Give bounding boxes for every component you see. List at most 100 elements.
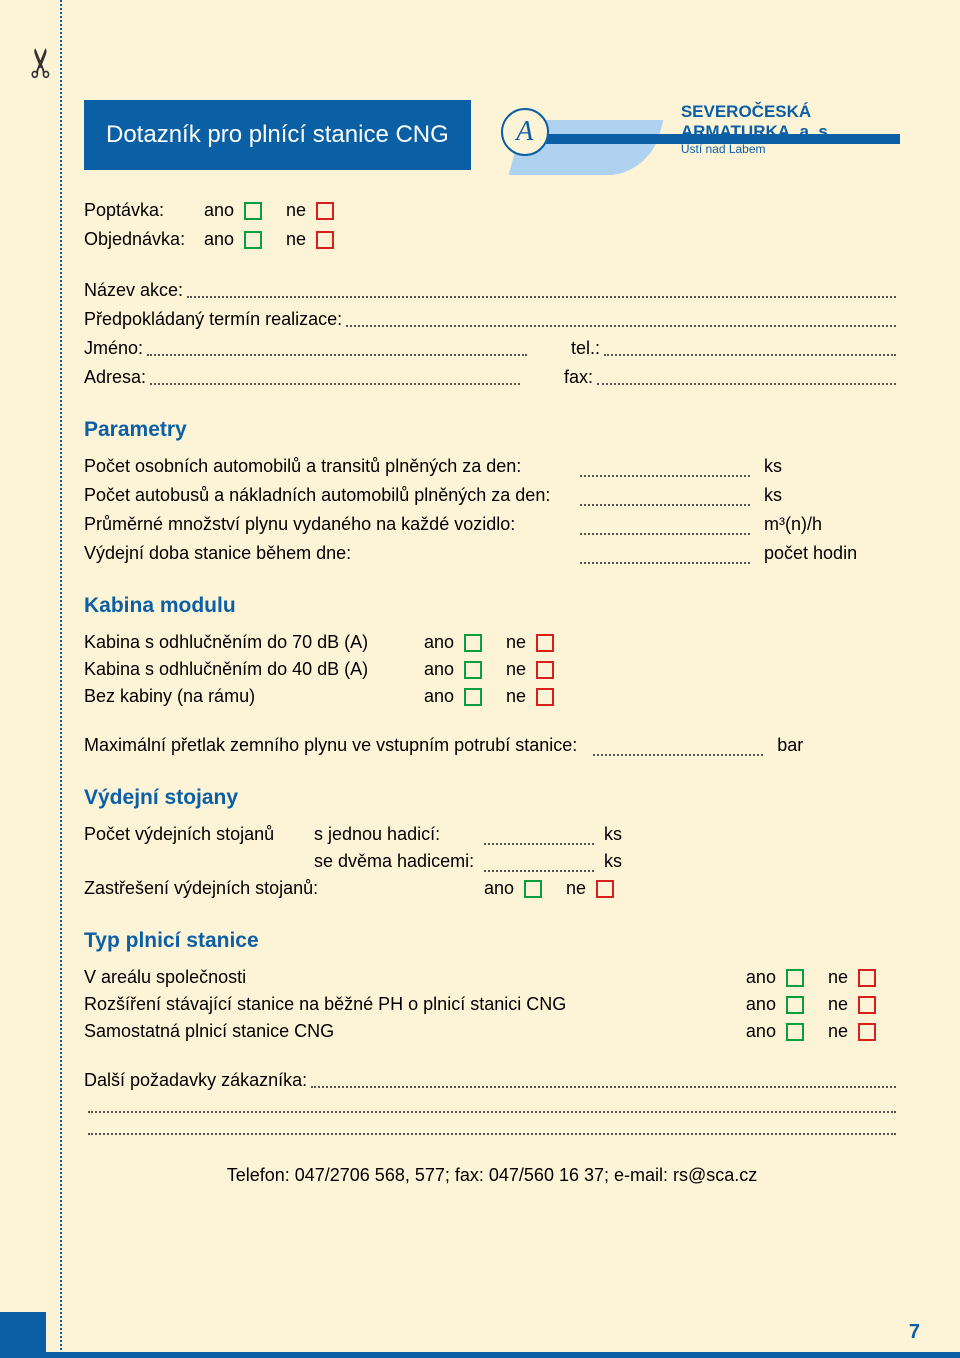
typ-ne-checkbox[interactable]: [858, 1023, 876, 1041]
typ-label: Samostatná plnicí stanice CNG: [84, 1021, 746, 1042]
cut-line: [60, 0, 62, 1358]
parametry-unit: m³(n)/h: [764, 514, 874, 535]
tel-input[interactable]: [604, 342, 896, 356]
termin-row: Předpokládaný termín realizace:: [84, 309, 900, 330]
logo-block: A SEVEROČESKÁ ARMATURKA, a. s. Ústí nad …: [481, 100, 900, 170]
form-page: ✂ Dotazník pro plnící stanice CNG A SEVE…: [0, 0, 960, 1358]
ano-label: ano: [484, 878, 514, 899]
zastreseni-ne-checkbox[interactable]: [596, 880, 614, 898]
adresa-row: Adresa: fax:: [84, 367, 900, 388]
max-pretlak-input[interactable]: [593, 742, 763, 756]
ano-label: ano: [746, 967, 776, 988]
kabina-label: Kabina s odhlučněním do 40 dB (A): [84, 659, 424, 680]
typ-ano-checkbox[interactable]: [786, 969, 804, 987]
zastreseni-ano-checkbox[interactable]: [524, 880, 542, 898]
parametry-row: Průměrné množství plynu vydaného na každ…: [84, 514, 900, 535]
parametry-heading: Parametry: [84, 418, 900, 442]
kabina-ano-checkbox[interactable]: [464, 661, 482, 679]
stojany-dve-row: se dvěma hadicemi: ks: [84, 851, 900, 872]
company-name: SEVEROČESKÁ ARMATURKA, a. s.: [681, 102, 900, 142]
ano-label: ano: [424, 659, 454, 680]
kabina-label: Kabina s odhlučněním do 70 dB (A): [84, 632, 424, 653]
nazev-akce-input[interactable]: [187, 284, 896, 298]
typ-ne-checkbox[interactable]: [858, 996, 876, 1014]
dalsi-input-3[interactable]: [88, 1121, 896, 1135]
poptavka-row: Poptávka: ano ne: [84, 200, 900, 221]
typ-ne-checkbox[interactable]: [858, 969, 876, 987]
tel-label: tel.:: [571, 338, 600, 359]
typ-label: Rozšíření stávající stanice na běžné PH …: [84, 994, 746, 1015]
jmeno-row: Jméno: tel.:: [84, 338, 900, 359]
parametry-unit: ks: [764, 456, 874, 477]
ne-label: ne: [506, 686, 526, 707]
logo-icon: A: [501, 108, 549, 156]
header: Dotazník pro plnící stanice CNG A SEVERO…: [84, 100, 900, 170]
ne-label: ne: [506, 659, 526, 680]
max-pretlak-unit: bar: [777, 735, 803, 756]
parametry-input[interactable]: [580, 492, 750, 506]
ne-label: ne: [566, 878, 586, 899]
adresa-label: Adresa:: [84, 367, 146, 388]
kabina-row: Kabina s odhlučněním do 70 dB (A)ano ne: [84, 632, 900, 653]
parametry-label: Výdejní doba stanice během dne:: [84, 543, 564, 564]
parametry-label: Počet osobních automobilů a transitů pln…: [84, 456, 564, 477]
typ-row: V areálu společnostianone: [84, 967, 900, 988]
ne-label: ne: [828, 994, 848, 1015]
zastreseni-label: Zastřešení výdejních stojanů:: [84, 878, 484, 899]
stojany-jedna-row: Počet výdejních stojanů s jednou hadicí:…: [84, 824, 900, 845]
jmeno-input[interactable]: [147, 342, 527, 356]
kabina-ne-checkbox[interactable]: [536, 634, 554, 652]
fax-input[interactable]: [597, 371, 896, 385]
zastreseni-row: Zastřešení výdejních stojanů: ano ne: [84, 878, 900, 899]
ano-label: ano: [424, 632, 454, 653]
termin-label: Předpokládaný termín realizace:: [84, 309, 342, 330]
parametry-input[interactable]: [580, 521, 750, 535]
adresa-input[interactable]: [150, 371, 520, 385]
termin-input[interactable]: [346, 313, 896, 327]
ano-label: ano: [424, 686, 454, 707]
dalsi-input-2[interactable]: [88, 1099, 896, 1113]
form-title: Dotazník pro plnící stanice CNG: [84, 100, 471, 170]
ano-label: ano: [746, 994, 776, 1015]
parametry-input[interactable]: [580, 463, 750, 477]
typ-ano-checkbox[interactable]: [786, 996, 804, 1014]
dalsi-input-1[interactable]: [311, 1074, 896, 1088]
max-pretlak-row: Maximální přetlak zemního plynu ve vstup…: [84, 735, 900, 756]
company-city: Ústí nad Labem: [681, 142, 900, 156]
parametry-label: Počet autobusů a nákladních automobilů p…: [84, 485, 564, 506]
kabina-ano-checkbox[interactable]: [464, 634, 482, 652]
stojany-dve-unit: ks: [604, 851, 622, 872]
footer-bar: [0, 1352, 960, 1358]
stojany-dve-input[interactable]: [484, 858, 594, 872]
max-pretlak-label: Maximální přetlak zemního plynu ve vstup…: [84, 735, 577, 756]
ne-label: ne: [828, 1021, 848, 1042]
dalsi-label: Další požadavky zákazníka:: [84, 1070, 307, 1091]
ne-label: ne: [286, 200, 306, 221]
poptavka-label: Poptávka:: [84, 200, 204, 221]
stojany-jedna-unit: ks: [604, 824, 622, 845]
stojany-pocet-label: Počet výdejních stojanů: [84, 824, 314, 845]
kabina-ano-checkbox[interactable]: [464, 688, 482, 706]
page-number: 7: [909, 1321, 920, 1344]
ano-label: ano: [204, 229, 234, 250]
kabina-ne-checkbox[interactable]: [536, 688, 554, 706]
parametry-label: Průměrné množství plynu vydaného na každ…: [84, 514, 564, 535]
stojany-jedna-input[interactable]: [484, 831, 594, 845]
objednavka-ne-checkbox[interactable]: [316, 231, 334, 249]
nazev-akce-row: Název akce:: [84, 280, 900, 301]
ne-label: ne: [506, 632, 526, 653]
fax-label: fax:: [564, 367, 593, 388]
typ-ano-checkbox[interactable]: [786, 1023, 804, 1041]
nazev-akce-label: Název akce:: [84, 280, 183, 301]
poptavka-ano-checkbox[interactable]: [244, 202, 262, 220]
typ-row: Rozšíření stávající stanice na běžné PH …: [84, 994, 900, 1015]
kabina-ne-checkbox[interactable]: [536, 661, 554, 679]
ne-label: ne: [828, 967, 848, 988]
typ-heading: Typ plnicí stanice: [84, 929, 900, 953]
parametry-row: Počet autobusů a nákladních automobilů p…: [84, 485, 900, 506]
objednavka-ano-checkbox[interactable]: [244, 231, 262, 249]
jmeno-label: Jméno:: [84, 338, 143, 359]
kabina-row: Kabina s odhlučněním do 40 dB (A)ano ne: [84, 659, 900, 680]
poptavka-ne-checkbox[interactable]: [316, 202, 334, 220]
parametry-input[interactable]: [580, 550, 750, 564]
